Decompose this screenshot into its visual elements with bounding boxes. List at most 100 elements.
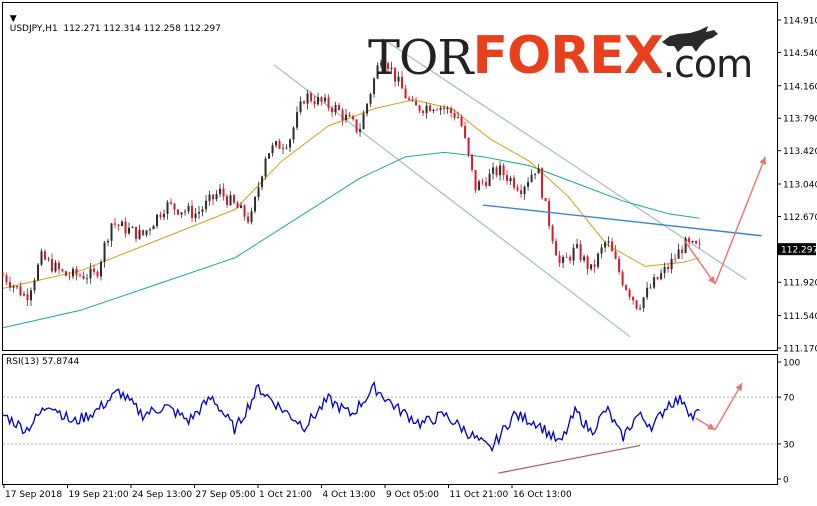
candle-body xyxy=(544,197,547,202)
candle-body xyxy=(597,253,600,267)
candle-body xyxy=(170,202,173,204)
candle-body xyxy=(639,308,642,309)
candle-body xyxy=(201,209,204,213)
candle-body xyxy=(61,269,64,272)
time-x-axis: 17 Sep 2018 19 Sep 21:00 24 Sep 13:00 27 Se… xyxy=(3,484,572,500)
candle-body xyxy=(492,167,495,174)
candle-body xyxy=(317,96,320,105)
candle-body xyxy=(681,249,684,254)
candle-body xyxy=(660,273,663,280)
candle-body xyxy=(184,211,187,213)
candle-body xyxy=(593,264,596,267)
candle-body xyxy=(695,241,698,244)
price-tick-label: 113.420 xyxy=(783,147,817,157)
candle-body xyxy=(124,221,127,234)
rsi-trend-line xyxy=(498,444,641,474)
candle-body xyxy=(247,216,250,223)
candle-body xyxy=(198,212,201,214)
torforex-logo: TORFOREX.com xyxy=(368,26,753,86)
candle-body xyxy=(194,213,197,218)
candle-body xyxy=(324,97,327,102)
candle-body xyxy=(163,213,166,218)
candle-body xyxy=(418,105,421,111)
candle-body xyxy=(569,256,572,261)
candle-body xyxy=(19,286,22,296)
candle-body xyxy=(156,214,159,227)
candle-body xyxy=(33,280,36,291)
candle-body xyxy=(313,101,316,105)
candle-body xyxy=(471,154,474,170)
candle-body xyxy=(117,224,120,227)
candle-body xyxy=(520,190,523,195)
candle-body xyxy=(425,105,428,113)
logo-tor-text: TOR xyxy=(368,30,474,86)
candle-body xyxy=(537,168,540,174)
candle-body xyxy=(37,264,40,281)
price-forecast-arrow-segment xyxy=(683,239,716,285)
candle-body xyxy=(359,129,362,132)
candle-body xyxy=(383,62,386,64)
candle-body xyxy=(488,173,491,187)
candle-body xyxy=(219,188,222,195)
candle-body xyxy=(138,229,141,239)
candle-body xyxy=(387,63,390,69)
candle-body xyxy=(565,256,568,258)
candle-body xyxy=(530,174,533,182)
price-tick-label: 114.160 xyxy=(783,82,817,92)
candle-body xyxy=(254,196,257,212)
candle-body xyxy=(149,229,152,231)
candle-body xyxy=(394,67,397,82)
candle-body xyxy=(264,158,267,177)
candle-body xyxy=(506,175,509,182)
candle-body xyxy=(275,141,278,146)
candle-body xyxy=(551,225,554,242)
candle-body xyxy=(404,88,407,99)
candle-body xyxy=(9,282,12,288)
candle-body xyxy=(271,145,274,154)
time-tick-label: 17 Sep 2018 xyxy=(5,490,62,500)
resistance-line xyxy=(482,204,762,237)
candle-body xyxy=(467,137,470,155)
candle-body xyxy=(299,101,302,113)
candle-body xyxy=(233,195,236,203)
candle-body xyxy=(121,221,124,227)
candle-body xyxy=(257,187,260,197)
candle-body xyxy=(607,241,610,243)
candle-body xyxy=(215,194,218,200)
candle-body xyxy=(611,241,614,252)
candle-body xyxy=(625,285,628,290)
candle-body xyxy=(376,65,379,79)
candle-body xyxy=(341,110,344,120)
candle-body xyxy=(397,76,400,82)
candle-body xyxy=(72,268,75,277)
candle-body xyxy=(229,195,232,206)
rsi-tick-label: 30 xyxy=(783,440,795,450)
candle-body xyxy=(677,249,680,259)
candle-body xyxy=(222,188,225,197)
candle-body xyxy=(152,226,155,230)
price-tick-label: 113.040 xyxy=(783,181,817,191)
candle-body xyxy=(166,202,169,214)
candle-body xyxy=(628,289,631,297)
candle-body xyxy=(208,194,211,201)
candle-body xyxy=(422,110,425,113)
candle-body xyxy=(261,176,264,188)
candle-body xyxy=(646,287,649,298)
candle-body xyxy=(485,181,488,187)
candle-body xyxy=(205,200,208,210)
bull-logo-icon xyxy=(662,26,718,52)
candle-body xyxy=(432,109,435,112)
time-tick-label: 19 Sep 21:00 xyxy=(69,490,129,500)
candle-body xyxy=(439,107,442,110)
dropdown-arrow-icon[interactable]: ▼ xyxy=(9,14,17,24)
candle-body xyxy=(443,107,446,110)
candle-body xyxy=(142,229,145,235)
candle-body xyxy=(590,264,593,270)
candle-body xyxy=(236,202,239,209)
candle-body xyxy=(355,119,358,132)
candle-body xyxy=(212,194,215,200)
candle-body xyxy=(369,94,372,104)
candle-body xyxy=(380,62,383,66)
candle-body xyxy=(334,105,337,113)
candle-body xyxy=(446,108,449,110)
